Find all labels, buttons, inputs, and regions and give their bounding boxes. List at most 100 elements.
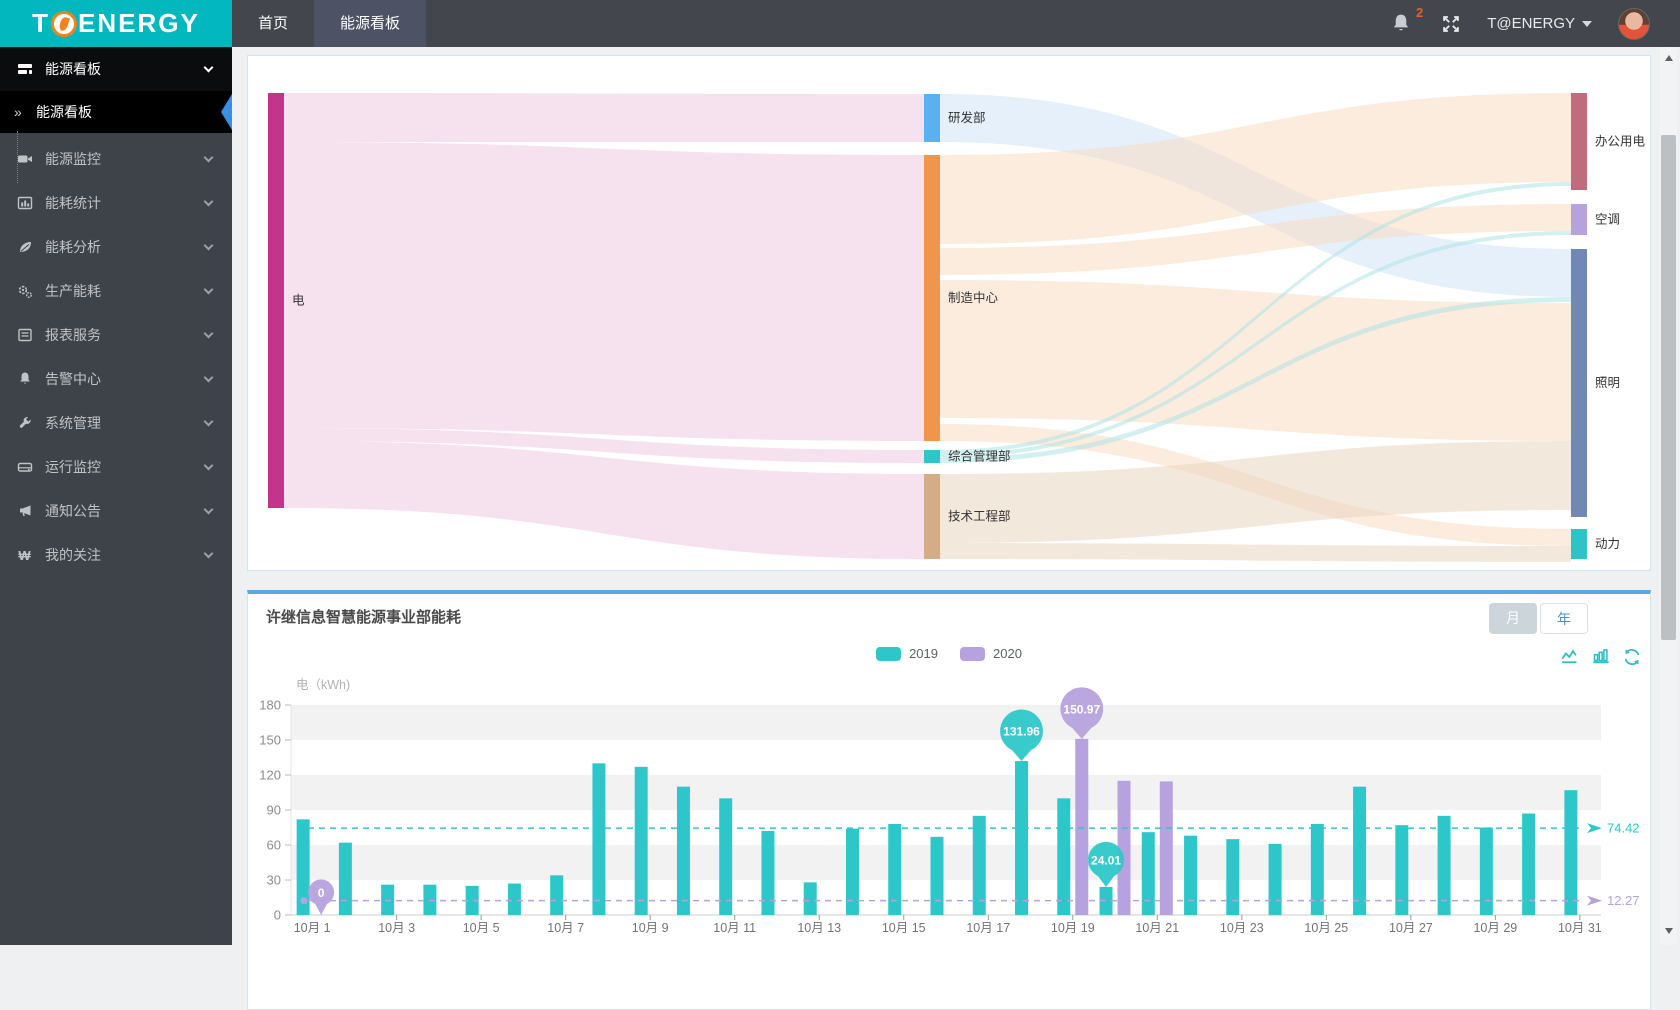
sankey-node <box>924 155 940 441</box>
card-title: 许继信息智慧能源事业部能耗 <box>266 609 462 626</box>
mark-point-pin <box>1088 841 1125 887</box>
bell-icon <box>16 371 33 387</box>
x-axis-tick-label: 10月 9 <box>632 921 669 935</box>
sankey-node <box>268 93 284 508</box>
y-axis-tick-label: 60 <box>267 838 281 853</box>
sankey-node <box>1571 93 1587 190</box>
sidebar-item-energy-monitor[interactable]: 能源监控 <box>0 137 232 181</box>
scrollbar-thumb[interactable] <box>1661 135 1676 640</box>
y-axis-tick-label: 120 <box>259 768 281 783</box>
sidebar-item-consumption-analysis[interactable]: 能耗分析 <box>0 225 232 269</box>
sidebar-subitem-energy-board[interactable]: » 能源看板 <box>0 91 232 183</box>
bar-2019 <box>1437 815 1451 915</box>
bar-2019 <box>592 763 606 915</box>
chevron-down-icon <box>203 504 214 515</box>
sankey-node <box>1571 249 1587 517</box>
submenu-marker-icon: » <box>14 104 22 120</box>
x-axis-tick-label: 10月 11 <box>713 921 756 935</box>
mark-point-pin <box>1000 709 1043 762</box>
sankey-link <box>940 297 1571 463</box>
y-axis-tick-label: 150 <box>259 733 281 748</box>
sankey-node-label: 技术工程部 <box>948 509 1011 524</box>
sankey-node-label: 制造中心 <box>948 290 999 305</box>
active-indicator-arrow <box>221 94 232 130</box>
y-axis-tick-label: 90 <box>267 803 281 818</box>
sankey-node <box>924 474 940 559</box>
drive-icon <box>16 459 33 475</box>
page-scrollbar[interactable] <box>1660 47 1677 945</box>
gears-icon <box>16 283 33 299</box>
notification-bell-icon[interactable]: 2 <box>1389 5 1423 37</box>
logo-suffix: ENERGY <box>78 8 200 38</box>
average-line-label: 12.27 <box>1607 893 1640 908</box>
sidebar-item-production-energy[interactable]: 生产能耗 <box>0 269 232 313</box>
mark-point-label: 131.96 <box>1003 724 1040 738</box>
chevron-down-icon <box>203 62 214 73</box>
bar-2019 <box>1522 813 1536 915</box>
chevron-down-icon <box>1582 20 1592 27</box>
nav-tabs: 首页 能源看板 <box>232 0 427 47</box>
tab-home[interactable]: 首页 <box>258 15 289 32</box>
x-axis-tick-label: 10月 13 <box>797 921 841 935</box>
chevron-down-icon <box>203 416 214 427</box>
x-axis-tick-label: 10月 27 <box>1389 921 1433 935</box>
bar-2019 <box>296 819 310 915</box>
scrollbar-up-icon[interactable] <box>1660 49 1677 66</box>
line-chart-toggle-icon[interactable] <box>1560 647 1580 667</box>
user-menu[interactable]: T@ENERGY <box>1487 15 1592 32</box>
logo-prefix: T <box>32 8 51 38</box>
bar-2019 <box>1564 790 1578 915</box>
sidebar-item-report-service[interactable]: 报表服务 <box>0 313 232 357</box>
chevron-down-icon <box>203 196 214 207</box>
app-logo: T ENERGY <box>0 0 232 47</box>
refresh-icon[interactable] <box>1622 647 1642 667</box>
tab-energy-board[interactable]: 能源看板 <box>314 0 427 47</box>
fullscreen-icon[interactable] <box>1441 14 1461 34</box>
y-axis-name: 电（kWh) <box>296 678 350 692</box>
bar-chart: 0 30 60 90 120 150 180 电（kWh) 10月 1 10月 3 10月 5 10月… <box>259 678 1640 935</box>
mark-point-pin <box>308 879 335 915</box>
bar-2019 <box>550 875 564 915</box>
bar-2019 <box>803 882 817 915</box>
logo-at-leaf-icon <box>51 10 78 37</box>
sidebar-item-operation-monitor[interactable]: 运行监控 <box>0 445 232 489</box>
legend-item-2020[interactable]: 2020 <box>960 646 1022 661</box>
x-axis-tick-label: 10月 3 <box>378 921 415 935</box>
chevron-down-icon <box>203 460 214 471</box>
x-axis-tick-label: 10月 19 <box>1051 921 1095 935</box>
bar-2020 <box>1075 738 1089 915</box>
sidebar-item-consumption-stats[interactable]: 能耗统计 <box>0 181 232 225</box>
bar-chart-toggle-icon[interactable] <box>1591 647 1611 667</box>
won-icon: ₩ <box>18 547 31 563</box>
sidebar-item-announcements[interactable]: 通知公告 <box>0 489 232 533</box>
sidebar-item-my-follows[interactable]: ₩ 我的关注 <box>0 533 232 577</box>
bar-2019 <box>930 836 944 915</box>
chevron-down-icon <box>203 284 214 295</box>
sankey-link <box>940 543 1571 562</box>
x-axis-tick-label: 10月 25 <box>1304 921 1348 935</box>
scrollbar-down-icon[interactable] <box>1660 922 1677 939</box>
month-button[interactable]: 月 <box>1489 603 1537 634</box>
sankey-link <box>284 428 924 463</box>
bar-2019 <box>1057 798 1071 915</box>
bar-2019 <box>338 842 352 915</box>
legend-swatch-2019 <box>876 646 902 661</box>
sankey-link <box>284 142 924 441</box>
sankey-link <box>940 441 1571 543</box>
chevron-down-icon <box>203 240 214 251</box>
bar-2019 <box>381 884 395 915</box>
bar-2019 <box>761 831 775 915</box>
sankey-link <box>940 204 1571 275</box>
legend-item-2019[interactable]: 2019 <box>876 646 938 661</box>
sidebar-item-energy-board[interactable]: 能源看板 <box>0 47 232 91</box>
notification-badge: 2 <box>1416 4 1424 20</box>
avatar[interactable] <box>1618 7 1650 40</box>
bar-2020 <box>1117 780 1131 915</box>
sidebar-item-alarm-center[interactable]: 告警中心 <box>0 357 232 401</box>
chart-tools <box>1560 647 1642 667</box>
bar-2019 <box>1015 761 1029 915</box>
chevron-down-icon <box>203 548 214 559</box>
year-button[interactable]: 年 <box>1540 603 1588 634</box>
sidebar-item-system-management[interactable]: 系统管理 <box>0 401 232 445</box>
